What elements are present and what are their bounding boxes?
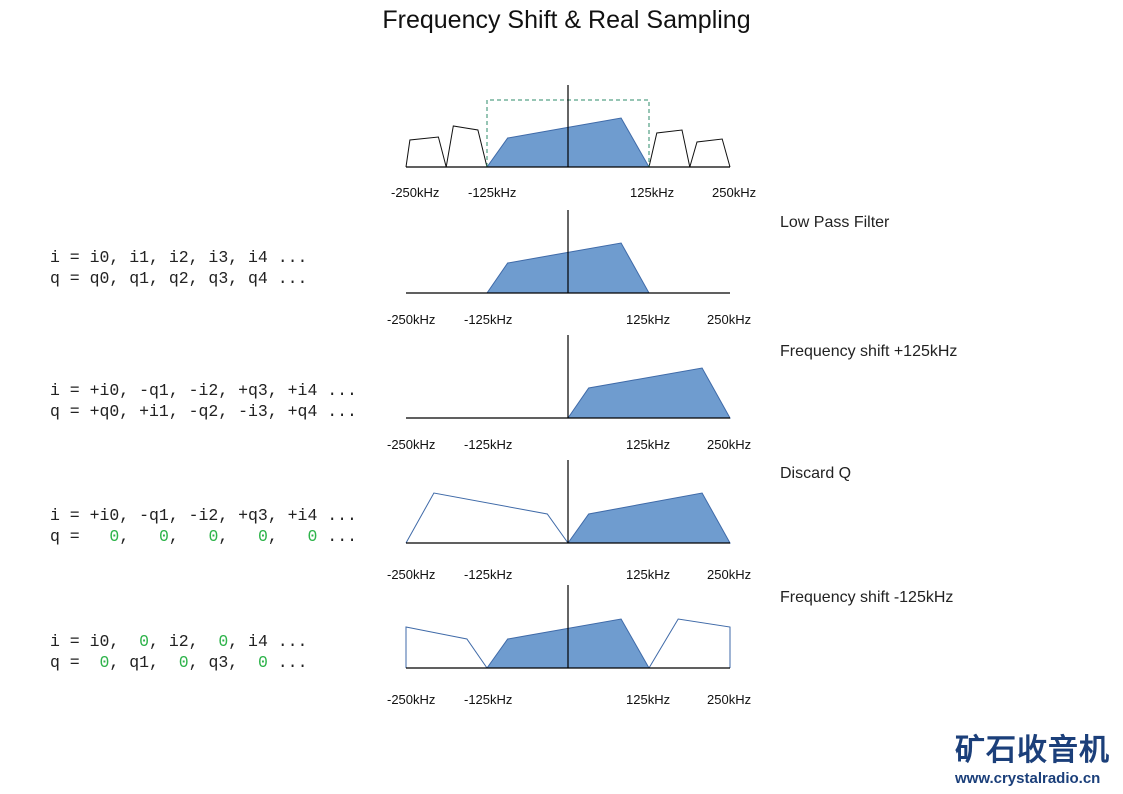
step-label: Frequency shift -125kHz bbox=[780, 589, 954, 606]
i-sequence-line: i = i0, 0, i2, 0, i4 ... bbox=[50, 632, 307, 653]
zero-sample: 0 bbox=[178, 652, 189, 672]
sequence-text: q = +q0, +i1, -q2, -i3, +q4 ... bbox=[50, 401, 357, 421]
logo-chinese-text: 矿石收音机 bbox=[955, 733, 1110, 768]
frequency-tick-label: 250kHz bbox=[712, 185, 757, 200]
sequence-text: ... bbox=[267, 652, 308, 672]
iq-sample-sequence: i = +i0, -q1, -i2, +q3, +i4 ... q = +q0, … bbox=[50, 381, 357, 422]
step-label: Low Pass Filter bbox=[780, 214, 890, 231]
frequency-tick-label: 125kHz bbox=[626, 437, 671, 452]
iq-sample-sequence: i = i0, i1, i2, i3, i4 ... q = q0, q1, q2… bbox=[50, 248, 307, 289]
frequency-tick-label: -125kHz bbox=[464, 692, 513, 707]
sequence-text: , i2, bbox=[149, 632, 219, 651]
frequency-tick-label: -250kHz bbox=[387, 312, 436, 327]
frequency-tick-label: -250kHz bbox=[387, 567, 436, 582]
logo: 矿石收音机 www.crystalradio.cn bbox=[955, 733, 1115, 788]
signal-spectrum bbox=[567, 492, 731, 544]
sequence-text: , bbox=[218, 526, 258, 546]
frequency-tick-label: -125kHz bbox=[464, 567, 513, 582]
q-sequence-line: q = 0, 0, 0, 0, 0 ... bbox=[50, 527, 357, 548]
iq-sample-sequence: i = +i0, -q1, -i2, +q3, +i4 ... q = 0, 0,… bbox=[50, 506, 357, 547]
frequency-tick-label: 250kHz bbox=[707, 312, 752, 327]
frequency-tick-label: -125kHz bbox=[464, 312, 513, 327]
iq-sample-sequence: i = i0, 0, i2, 0, i4 ... q = 0, q1, 0, q3… bbox=[50, 632, 307, 673]
sequence-text: , bbox=[168, 526, 209, 546]
i-sequence-line: i = +i0, -q1, -i2, +q3, +i4 ... bbox=[50, 381, 357, 402]
diagram-title: Frequency Shift & Real Sampling bbox=[382, 6, 751, 34]
frequency-tick-label: 250kHz bbox=[707, 567, 752, 582]
frequency-tick-label: 125kHz bbox=[630, 185, 675, 200]
frequency-tick-label: 125kHz bbox=[626, 567, 671, 582]
zero-sample: 0 bbox=[218, 632, 229, 651]
step-label: Frequency shift +125kHz bbox=[780, 343, 958, 360]
frequency-tick-label: 125kHz bbox=[626, 692, 671, 707]
zero-sample: 0 bbox=[139, 632, 150, 651]
image-spectrum bbox=[648, 618, 731, 669]
frequency-tick-label: -250kHz bbox=[387, 437, 436, 452]
logo-url: www.crystalradio.cn bbox=[955, 770, 1101, 787]
sequence-text: i = +i0, -q1, -i2, +q3, +i4 ... bbox=[50, 381, 357, 400]
signal-spectrum bbox=[567, 367, 731, 419]
zero-sample: 0 bbox=[99, 652, 110, 672]
image-spectrum bbox=[405, 492, 569, 544]
image-spectrum bbox=[405, 136, 447, 168]
q-sequence-line: q = 0, q1, 0, q3, 0 ... bbox=[50, 653, 307, 674]
step-label: Discard Q bbox=[780, 465, 852, 482]
zero-sample: 0 bbox=[208, 526, 219, 546]
zero-sample: 0 bbox=[257, 652, 268, 672]
zero-sample: 0 bbox=[109, 526, 120, 546]
zero-sample: 0 bbox=[158, 526, 169, 546]
frequency-tick-label: 125kHz bbox=[626, 312, 671, 327]
sequence-text: , bbox=[119, 526, 159, 546]
q-sequence-line: q = +q0, +i1, -q2, -i3, +q4 ... bbox=[50, 402, 357, 423]
zero-sample: 0 bbox=[257, 526, 268, 546]
sequence-text: i = i0, bbox=[50, 632, 140, 651]
sequence-text: i = +i0, -q1, -i2, +q3, +i4 ... bbox=[50, 506, 357, 525]
frequency-tick-label: -125kHz bbox=[468, 185, 517, 200]
frequency-tick-label: -250kHz bbox=[391, 185, 440, 200]
image-spectrum bbox=[689, 138, 731, 168]
sequence-text: , i4 ... bbox=[228, 632, 308, 651]
frequency-tick-label: 250kHz bbox=[707, 692, 752, 707]
i-sequence-line: i = i0, i1, i2, i3, i4 ... bbox=[50, 248, 307, 269]
sequence-text: ... bbox=[317, 526, 357, 546]
frequency-tick-label: -125kHz bbox=[464, 437, 513, 452]
sequence-text: q = bbox=[50, 652, 100, 672]
frequency-tick-label: -250kHz bbox=[387, 692, 436, 707]
sequence-text: , bbox=[267, 526, 308, 546]
sequence-text: q = bbox=[50, 526, 110, 546]
image-spectrum bbox=[648, 129, 691, 168]
sequence-text: q = q0, q1, q2, q3, q4 ... bbox=[50, 268, 308, 288]
sequence-text: i = i0, i1, i2, i3, i4 ... bbox=[50, 248, 308, 267]
image-spectrum bbox=[445, 125, 488, 168]
i-sequence-line: i = +i0, -q1, -i2, +q3, +i4 ... bbox=[50, 506, 357, 527]
q-sequence-line: q = q0, q1, q2, q3, q4 ... bbox=[50, 269, 307, 290]
image-spectrum bbox=[405, 626, 488, 669]
sequence-text: , q3, bbox=[188, 652, 258, 672]
sequence-text: , q1, bbox=[109, 652, 179, 672]
frequency-tick-label: 250kHz bbox=[707, 437, 752, 452]
zero-sample: 0 bbox=[307, 526, 318, 546]
